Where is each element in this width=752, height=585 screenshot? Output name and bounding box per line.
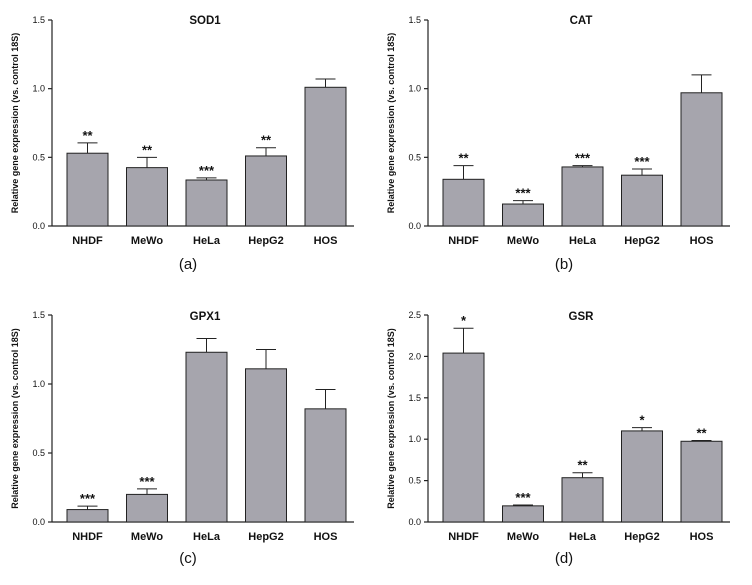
category-label: HOS <box>314 531 338 543</box>
significance-marker: *** <box>80 491 96 506</box>
bar <box>502 203 544 227</box>
significance-marker: *** <box>515 186 531 201</box>
bar <box>185 351 228 523</box>
chart-panel-sod1: 0.0 0.5 1.0 1.5 Relative gene expression (vs… <box>0 0 376 292</box>
bar <box>442 178 485 227</box>
category-label: HeLa <box>569 531 597 543</box>
category-label: HeLa <box>193 531 221 543</box>
significance-marker: ** <box>82 128 93 143</box>
chart-title: CAT <box>570 15 593 27</box>
y-tick-label: 0.5 <box>408 152 421 162</box>
chart-panel-gpx1: 0.0 0.5 1.0 1.5 Relative gene expression (vs… <box>0 292 376 584</box>
bar <box>304 86 347 227</box>
bar <box>502 505 544 523</box>
category-label: HepG2 <box>248 235 283 247</box>
panel-label: (d) <box>554 550 574 567</box>
significance-marker: *** <box>575 151 591 166</box>
chart-panel-gsr: 0.0 0.5 1.0 1.5 2.0 2.5 Relative gene expressi… <box>376 292 752 584</box>
y-tick-label: 2.5 <box>408 310 421 320</box>
category-label: HepG2 <box>624 531 659 543</box>
significance-marker: *** <box>515 490 531 505</box>
panel-label: (b) <box>554 256 574 273</box>
y-tick-label: 0.5 <box>408 476 421 486</box>
panel-label: (a) <box>178 256 198 273</box>
chart-panel-cat: 0.0 0.5 1.0 1.5 Relative gene expression (vs… <box>376 0 752 292</box>
category-label: NHDF <box>72 531 103 543</box>
bar <box>680 92 723 227</box>
category-label: HepG2 <box>248 531 283 543</box>
category-label: NHDF <box>448 531 479 543</box>
y-tick-label: 1.0 <box>408 434 421 444</box>
y-axis-label: Relative gene expression (vs. control 18… <box>10 33 20 214</box>
chart-title: GSR <box>569 311 595 323</box>
significance-marker: ** <box>696 425 707 440</box>
chart-svg-gsr: 0.0 0.5 1.0 1.5 2.0 2.5 Relative gene expressi… <box>386 310 730 543</box>
y-tick-label: 0.0 <box>408 221 421 231</box>
significance-marker: *** <box>199 163 215 178</box>
y-axis-label: Relative gene expression (vs. control 18… <box>10 328 20 509</box>
significance-marker: ** <box>261 133 272 148</box>
bar <box>561 477 604 523</box>
chart-title: SOD1 <box>189 15 221 27</box>
bar <box>66 509 109 523</box>
bar <box>561 166 604 227</box>
y-tick-label: 1.5 <box>408 393 421 403</box>
category-label: MeWo <box>507 235 539 247</box>
category-label: HOS <box>314 235 338 247</box>
bar <box>126 167 168 227</box>
y-tick-label: 0.5 <box>32 152 45 162</box>
bar <box>621 430 663 523</box>
category-label: HOS <box>690 531 714 543</box>
y-tick-label: 2.0 <box>408 351 421 361</box>
y-tick-label: 1.0 <box>408 84 421 94</box>
significance-marker: *** <box>634 154 650 169</box>
bar <box>245 368 287 523</box>
significance-marker: * <box>639 413 645 428</box>
chart-svg-sod1: 0.0 0.5 1.0 1.5 Relative gene expression (vs… <box>10 15 354 247</box>
category-label: MeWo <box>131 531 163 543</box>
y-tick-label: 0.0 <box>32 221 45 231</box>
category-label: NHDF <box>72 235 103 247</box>
y-tick-label: 1.0 <box>32 84 45 94</box>
category-label: HeLa <box>569 235 597 247</box>
bar <box>621 174 663 227</box>
y-axis-label: Relative gene expression (vs. control 18… <box>386 328 396 509</box>
bar <box>185 179 228 227</box>
significance-marker: ** <box>142 142 153 157</box>
category-label: MeWo <box>131 235 163 247</box>
bar <box>66 152 109 227</box>
category-label: MeWo <box>507 531 539 543</box>
chart-title: GPX1 <box>190 311 221 323</box>
y-axis-label: Relative gene expression (vs. control 18… <box>386 33 396 214</box>
bar <box>304 408 347 523</box>
category-label: HOS <box>690 235 714 247</box>
y-tick-label: 1.5 <box>32 310 45 320</box>
bar <box>126 493 168 523</box>
category-label: HeLa <box>193 235 221 247</box>
y-tick-label: 1.5 <box>32 15 45 25</box>
significance-marker: ** <box>458 151 469 166</box>
y-tick-label: 1.0 <box>32 379 45 389</box>
y-tick-label: 0.5 <box>32 448 45 458</box>
chart-svg-cat: 0.0 0.5 1.0 1.5 Relative gene expression (vs… <box>386 15 730 247</box>
significance-marker: *** <box>139 474 155 489</box>
y-tick-label: 1.5 <box>408 15 421 25</box>
bar <box>245 155 287 227</box>
category-label: NHDF <box>448 235 479 247</box>
y-tick-label: 0.0 <box>32 517 45 527</box>
bar <box>442 352 485 523</box>
significance-marker: * <box>461 313 467 328</box>
significance-marker: ** <box>577 458 588 473</box>
panel-label: (c) <box>179 550 197 567</box>
category-label: HepG2 <box>624 235 659 247</box>
y-tick-label: 0.0 <box>408 517 421 527</box>
bar <box>680 440 723 523</box>
chart-svg-gpx1: 0.0 0.5 1.0 1.5 Relative gene expression (vs… <box>10 310 354 543</box>
